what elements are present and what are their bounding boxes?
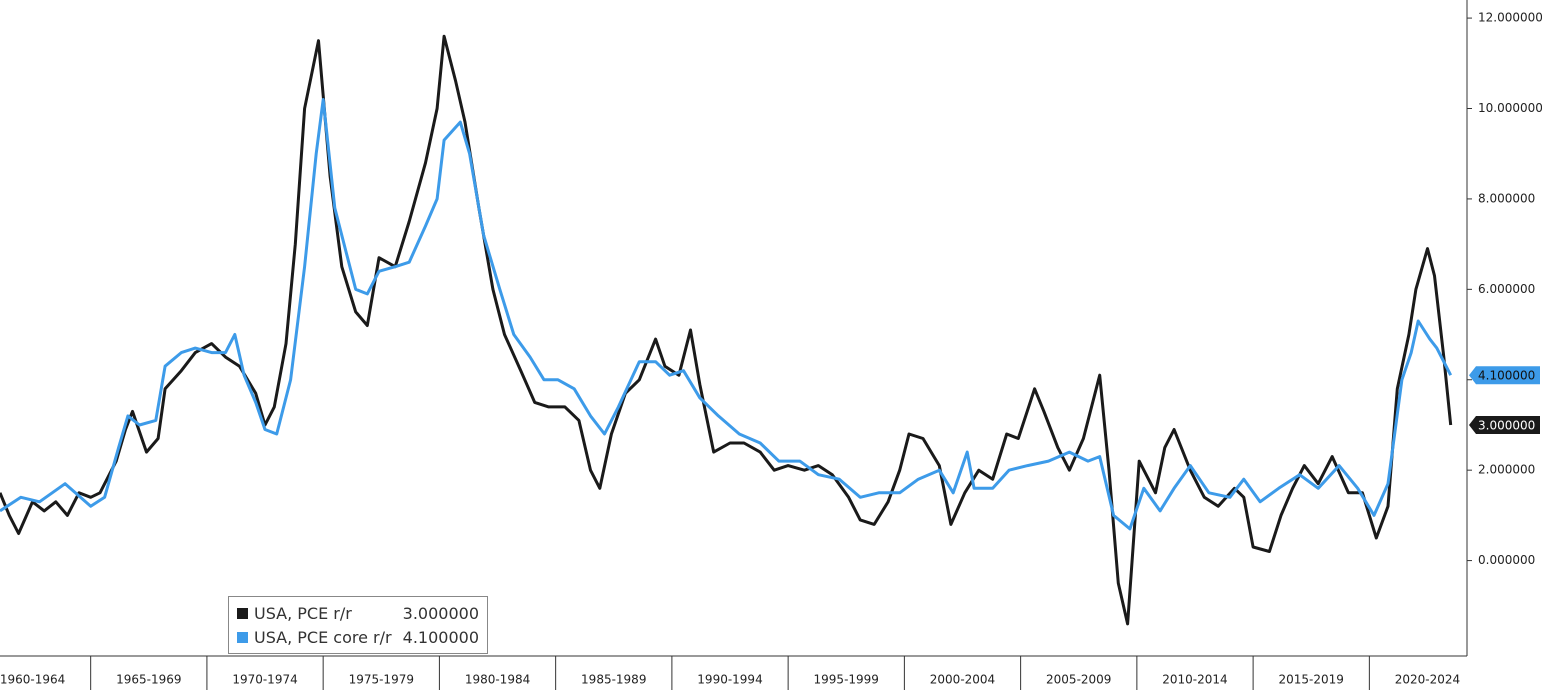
x-tick-label: 2000-2004: [930, 673, 995, 687]
x-tick-label: 1965-1969: [116, 673, 181, 687]
legend-swatch: [237, 631, 248, 643]
x-tick-label: 1970-1974: [232, 673, 297, 687]
legend-entry: USA, PCE r/r 3.000000: [237, 601, 479, 625]
legend-entry: USA, PCE core r/r 4.100000: [237, 625, 479, 649]
x-tick-label: 1975-1979: [349, 673, 414, 687]
last-value-tag: [1469, 366, 1540, 385]
line: [0, 98, 1453, 531]
x-tick-label: 1980-1984: [465, 673, 530, 687]
legend-value: 3.000000: [402, 603, 479, 623]
x-tick-label: 1995-1999: [814, 673, 879, 687]
last-value-tag: [1469, 415, 1540, 434]
x-tick-label: 1990-1994: [697, 673, 762, 687]
legend: USA, PCE r/r 3.000000 USA, PCE core r/r 4.1…: [228, 596, 488, 654]
y-tick-label: 0.000000: [1478, 553, 1535, 567]
legend-label: USA, PCE r/r: [254, 603, 352, 623]
x-tick-label: 2005-2009: [1046, 673, 1111, 687]
y-tick-label: 6.000000: [1478, 282, 1535, 296]
y-tick-label: 2.000000: [1478, 463, 1535, 477]
x-tick-label: 1960-1964: [0, 673, 65, 687]
y-tick-label: 8.000000: [1478, 191, 1535, 205]
legend-value: 4.100000: [402, 627, 479, 647]
x-tick-label: 2010-2014: [1162, 673, 1227, 687]
line: [0, 34, 1453, 626]
x-tick-label: 1985-1989: [581, 673, 646, 687]
x-tick-label: 2015-2019: [1279, 673, 1344, 687]
y-tick-label: 12.000000: [1478, 11, 1542, 25]
last-value-label: 4.100000: [1478, 369, 1535, 383]
x-tick-label: 2020-2024: [1395, 673, 1460, 687]
last-value-label: 3.000000: [1478, 418, 1535, 432]
legend-label: USA, PCE core r/r: [254, 627, 392, 647]
legend-swatch: [237, 607, 248, 619]
y-tick-label: 10.000000: [1478, 101, 1542, 115]
